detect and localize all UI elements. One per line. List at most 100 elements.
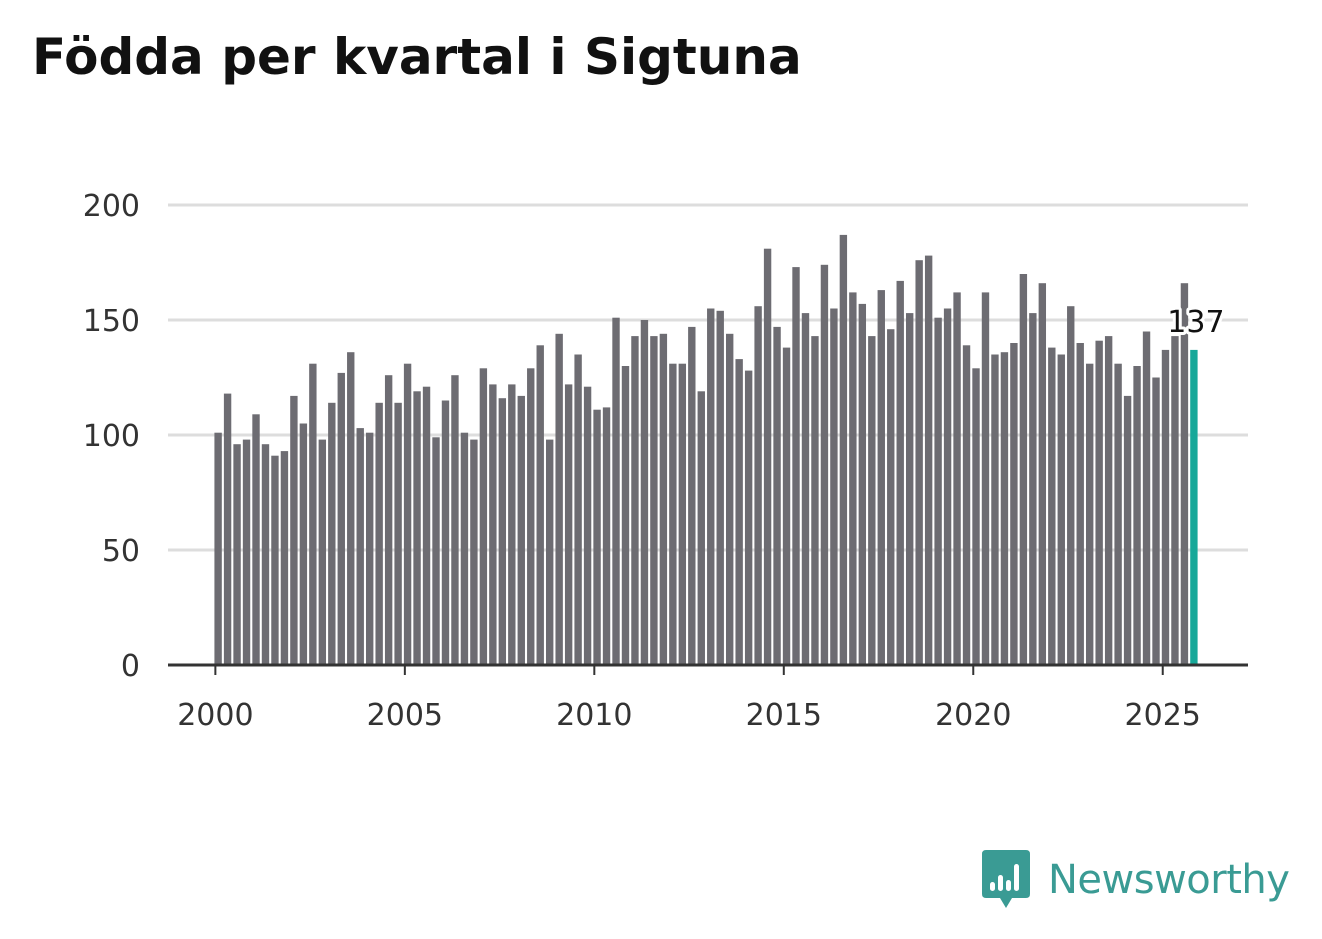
- bar: [716, 310, 724, 665]
- bar: [517, 395, 525, 665]
- bar: [697, 391, 705, 665]
- bar: [470, 439, 478, 665]
- bar: [242, 439, 251, 665]
- bar: [318, 439, 327, 665]
- bar: [887, 329, 895, 665]
- bar: [403, 363, 412, 665]
- bars: [214, 234, 1198, 665]
- bar: [1076, 343, 1084, 665]
- bar: [763, 248, 772, 665]
- bar: [479, 368, 488, 665]
- bar: [375, 402, 383, 665]
- bar: [422, 386, 431, 665]
- bar: [546, 439, 554, 665]
- bar: [1000, 352, 1009, 665]
- bar: [1123, 395, 1132, 665]
- bar: [555, 333, 563, 665]
- bar: [830, 308, 838, 665]
- y-tick-label: 50: [102, 534, 140, 569]
- x-tick-label: 2015: [746, 698, 822, 733]
- bar: [1095, 340, 1103, 665]
- newsworthy-logo: Newsworthy: [982, 850, 1290, 910]
- bar: [498, 398, 507, 665]
- bar: [906, 313, 914, 665]
- bar: [451, 375, 459, 665]
- bar: [707, 308, 715, 665]
- bar: [1180, 283, 1189, 665]
- bar: [877, 290, 885, 665]
- bar: [223, 393, 232, 665]
- bar: [735, 359, 743, 665]
- bar: [1161, 349, 1170, 665]
- bar: [726, 333, 734, 665]
- bar: [782, 347, 791, 665]
- x-tick-label: 2005: [367, 698, 443, 733]
- bar: [1019, 274, 1028, 665]
- bar: [413, 391, 421, 665]
- bar: [441, 400, 450, 665]
- bar: [678, 363, 687, 665]
- bar: [972, 368, 980, 665]
- bar: [915, 260, 923, 665]
- bar: [924, 255, 933, 665]
- bar: [309, 363, 317, 665]
- bar: [214, 432, 222, 665]
- bar: [366, 432, 374, 665]
- bar: [612, 317, 620, 665]
- bar: [1029, 313, 1037, 665]
- bar: [299, 423, 308, 665]
- bar: [328, 402, 336, 665]
- bar: [849, 292, 857, 665]
- y-tick-label: 0: [121, 649, 140, 684]
- bar: [271, 455, 279, 665]
- bar: [1010, 343, 1018, 665]
- bar: [280, 451, 289, 665]
- bar: [858, 303, 867, 665]
- bar-latest: [1190, 349, 1198, 665]
- bar: [1057, 354, 1065, 665]
- bar: [839, 234, 848, 665]
- bar: [934, 317, 942, 665]
- bar: [811, 336, 819, 665]
- bar: [1171, 336, 1179, 665]
- bar: [868, 336, 876, 665]
- bar: [801, 313, 810, 665]
- bar: [536, 345, 544, 665]
- latest-value-label-halo: 137: [1167, 305, 1224, 340]
- bar: [489, 384, 497, 665]
- bar: [1086, 363, 1094, 665]
- bar: [773, 326, 781, 665]
- chart-title: Födda per kvartal i Sigtuna: [32, 28, 802, 86]
- bar: [508, 384, 516, 665]
- bar: [953, 292, 961, 665]
- x-tick-label: 2020: [935, 698, 1011, 733]
- bar: [602, 407, 611, 665]
- bar: [1142, 331, 1151, 665]
- newsworthy-logo-icon: [982, 850, 1030, 908]
- x-tick-label: 2010: [556, 698, 632, 733]
- bar: [394, 402, 402, 665]
- bar: [650, 336, 658, 665]
- newsworthy-logo-text: Newsworthy: [1048, 857, 1290, 903]
- x-tick-label: 2000: [177, 698, 253, 733]
- bar: [1067, 306, 1075, 665]
- bar: [347, 352, 355, 665]
- y-tick-label: 150: [83, 304, 140, 339]
- bar: [1038, 283, 1047, 665]
- bar: [1152, 377, 1160, 665]
- y-tick-label: 100: [83, 419, 140, 454]
- latest-value-label: 137: [1167, 305, 1224, 340]
- y-tick-label: 200: [83, 189, 140, 224]
- bar: [261, 444, 270, 665]
- bar: [1114, 363, 1122, 665]
- bar: [583, 386, 592, 665]
- bar: [252, 414, 260, 665]
- bar: [1048, 347, 1056, 665]
- bar: [384, 375, 393, 665]
- bar: [1104, 336, 1113, 665]
- bar: [290, 395, 298, 665]
- bar: [744, 370, 753, 665]
- bar: [943, 308, 952, 665]
